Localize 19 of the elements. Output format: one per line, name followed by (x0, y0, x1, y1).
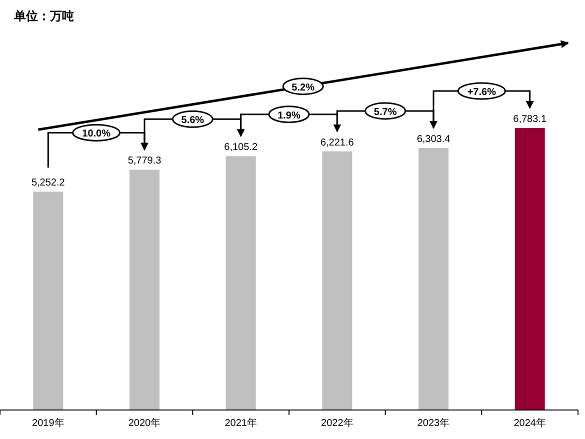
x-tick-label: 2019年 (32, 417, 64, 429)
x-tick-label: 2020年 (128, 417, 161, 429)
bar (418, 148, 448, 410)
x-tick-label: 2024年 (514, 417, 546, 429)
data-label: 5,252.2 (31, 178, 66, 189)
data-label: 6,783.1 (513, 114, 547, 125)
data-label: 5,779.3 (128, 156, 162, 167)
annotation: 10.0% (82, 128, 111, 140)
bar (322, 151, 352, 410)
bar (130, 170, 160, 410)
bar (33, 192, 64, 410)
bar (226, 156, 256, 410)
x-tick-label: 2022年 (321, 417, 354, 429)
chart-title: 单位：万吨 (13, 9, 74, 23)
data-label: 6,221.6 (320, 137, 354, 148)
x-tick-label: 2023年 (417, 417, 450, 429)
bar (514, 128, 545, 410)
x-tick-label: 2021年 (224, 417, 257, 429)
data-label: 6,303.4 (416, 134, 451, 145)
